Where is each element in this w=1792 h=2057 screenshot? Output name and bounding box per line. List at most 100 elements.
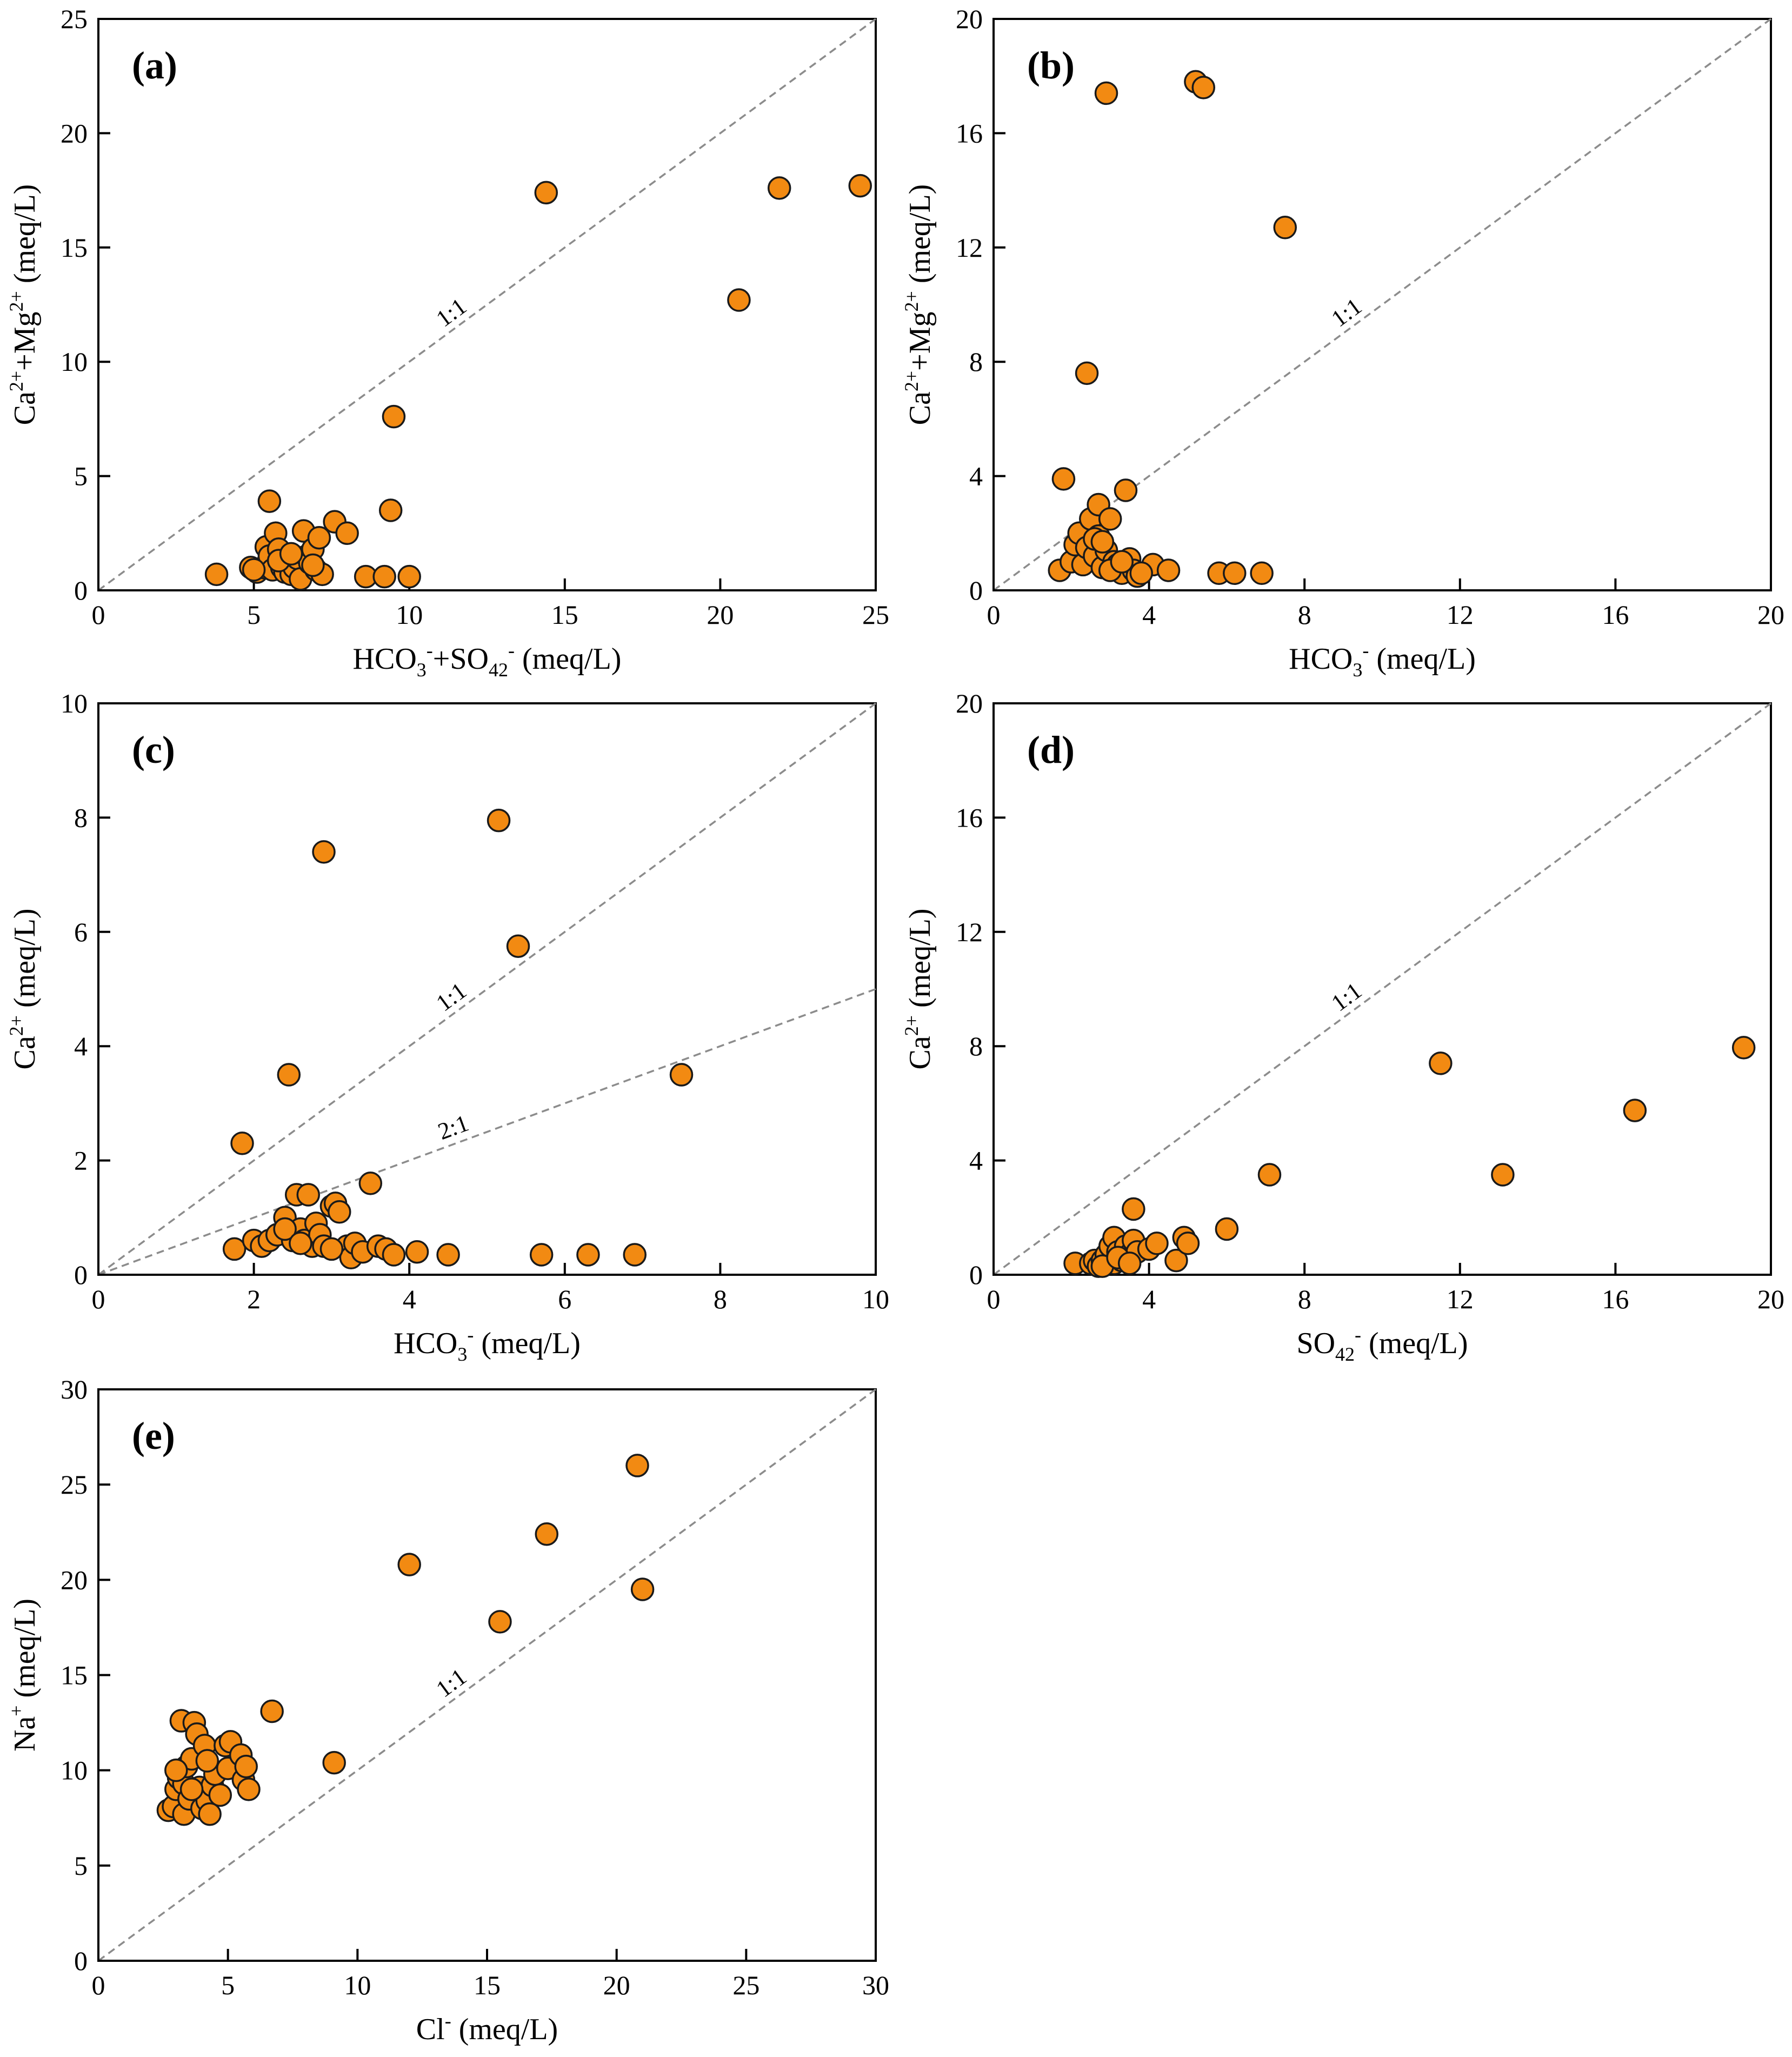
x-tick-label: 20 — [707, 600, 734, 630]
data-point — [488, 1610, 512, 1634]
reference-line — [97, 18, 877, 591]
plot-frame — [97, 702, 877, 1276]
data-point — [767, 176, 791, 200]
y-tick-label: 5 — [74, 461, 88, 491]
data-point — [1090, 530, 1115, 554]
x-tick-label: 4 — [1142, 600, 1156, 630]
y-tick-label: 15 — [61, 232, 88, 263]
x-tick-label: 10 — [396, 600, 423, 630]
data-point — [397, 1553, 421, 1576]
data-point — [534, 181, 558, 205]
data-point — [312, 840, 336, 864]
data-point — [1191, 76, 1216, 99]
data-point — [487, 808, 511, 833]
data-point — [307, 526, 331, 550]
data-point — [358, 1171, 383, 1195]
plot-frame — [992, 18, 1772, 591]
x-tick-label: 6 — [558, 1284, 571, 1314]
x-tick-label: 10 — [344, 1970, 371, 2000]
y-tick-label: 6 — [74, 917, 88, 947]
data-point — [296, 1183, 321, 1207]
x-tick-label: 16 — [1602, 600, 1629, 630]
y-tick-label: 12 — [956, 232, 983, 263]
data-point — [1110, 550, 1134, 574]
data-point — [1114, 478, 1138, 502]
data-point — [630, 1577, 655, 1601]
data-point — [230, 1131, 254, 1155]
data-point — [234, 1754, 258, 1779]
plot-frame — [97, 18, 877, 591]
y-axis-title: Ca2+ (meq/L) — [901, 908, 937, 1069]
data-point — [257, 489, 282, 513]
y-axis-title: Ca2+ (meq/L) — [5, 908, 42, 1069]
y-tick-label: 0 — [74, 1946, 88, 1976]
x-axis-title: HCO3- (meq/L) — [1289, 640, 1476, 681]
reference-line — [98, 988, 876, 1276]
scatter-panel: 1:1 0 5 10 15 20 25 30 0 5 10 15 20 25 30 Cl- (meq/L) Na… — [5, 1374, 889, 2046]
y-tick-label: 20 — [956, 4, 983, 34]
x-axis-title: Cl- (meq/L) — [416, 2010, 558, 2046]
y-tick-label: 8 — [969, 347, 983, 377]
x-axis-title: HCO3-+SO42- (meq/L) — [353, 640, 622, 681]
y-tick-label: 15 — [61, 1660, 88, 1690]
data-point — [1156, 558, 1181, 582]
y-tick-label: 0 — [969, 575, 983, 605]
data-point — [382, 1243, 406, 1267]
data-point — [623, 1243, 647, 1267]
data-point — [436, 1243, 460, 1267]
data-point — [335, 521, 359, 545]
y-axis-title: Ca2++Mg2+ (meq/L) — [5, 184, 42, 425]
x-tick-label: 0 — [987, 600, 1001, 630]
reference-line-label: 1:1 — [1327, 977, 1367, 1017]
y-tick-label: 4 — [969, 461, 983, 491]
x-tick-label: 25 — [732, 1970, 760, 2000]
x-tick-label: 5 — [247, 600, 261, 630]
data-point — [1145, 1231, 1169, 1255]
data-point — [1117, 1251, 1142, 1275]
x-tick-label: 20 — [1757, 1284, 1784, 1314]
data-point — [273, 1217, 297, 1241]
data-point — [1623, 1099, 1647, 1122]
data-point — [1098, 507, 1122, 531]
data-point — [1491, 1163, 1515, 1187]
data-point — [1129, 561, 1153, 585]
y-tick-label: 10 — [61, 1755, 88, 1786]
data-point — [319, 1237, 344, 1261]
x-tick-label: 15 — [474, 1970, 501, 2000]
y-tick-label: 12 — [956, 917, 983, 947]
y-tick-label: 5 — [74, 1850, 88, 1881]
data-point — [576, 1243, 600, 1267]
y-tick-label: 20 — [61, 118, 88, 148]
data-point — [277, 1063, 301, 1087]
data-point — [382, 404, 406, 429]
reference-line — [97, 1388, 877, 1962]
y-tick-label: 25 — [61, 4, 88, 34]
x-tick-label: 4 — [403, 1284, 416, 1314]
data-point — [372, 564, 396, 589]
y-tick-label: 4 — [969, 1146, 983, 1176]
reference-line-label: 1:1 — [1327, 293, 1367, 332]
x-tick-label: 25 — [862, 600, 889, 630]
scatter-panel: 1:1 0 5 10 15 20 25 0 5 10 15 20 25 HCO3-+SO42- (meq/… — [5, 4, 889, 681]
x-tick-label: 8 — [714, 1284, 727, 1314]
x-tick-label: 12 — [1447, 600, 1474, 630]
y-axis-title: Ca2++Mg2+ (meq/L) — [901, 184, 937, 425]
y-tick-label: 10 — [61, 688, 88, 718]
data-point — [848, 174, 872, 198]
x-tick-label: 2 — [247, 1284, 261, 1314]
reference-line-label: 1:1 — [431, 977, 471, 1017]
data-point — [222, 1237, 247, 1261]
data-point — [208, 1783, 232, 1807]
data-point — [1176, 1231, 1200, 1255]
data-point — [1164, 1248, 1188, 1273]
data-point — [260, 1699, 284, 1723]
data-point — [1122, 1197, 1145, 1221]
data-point — [204, 562, 229, 587]
y-tick-label: 16 — [956, 118, 983, 148]
x-axis-title: HCO3- (meq/L) — [394, 1324, 581, 1365]
data-point — [397, 564, 421, 589]
y-tick-label: 0 — [969, 1260, 983, 1290]
y-axis-title: Na+ (meq/L) — [5, 1599, 42, 1752]
data-point — [1250, 561, 1274, 585]
